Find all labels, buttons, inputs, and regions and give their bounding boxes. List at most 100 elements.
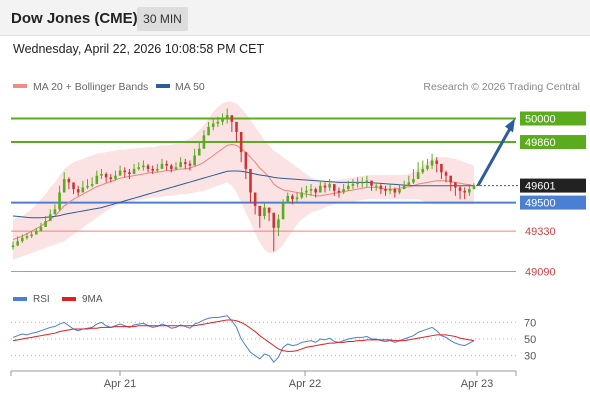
candle <box>156 163 159 173</box>
candle <box>337 187 341 198</box>
chart-header: Dow Jones (CME) 30 MIN <box>0 0 590 36</box>
candle-body <box>286 195 290 203</box>
candle-body <box>151 168 154 171</box>
candle <box>402 180 406 190</box>
candle-body <box>426 165 429 169</box>
candle-body <box>30 234 33 237</box>
candle <box>291 194 294 205</box>
candle-body <box>272 212 276 228</box>
candle-body <box>263 207 266 217</box>
candle-body <box>454 182 457 188</box>
candle-body <box>128 172 131 174</box>
candle-body <box>179 162 182 168</box>
candle <box>114 170 117 181</box>
candle-body <box>67 179 71 183</box>
candle-body <box>440 163 443 173</box>
rsi-panel: 70 50 30 <box>11 315 536 363</box>
candle <box>277 214 280 237</box>
candle <box>44 216 47 227</box>
candle <box>104 172 108 183</box>
candle <box>230 115 234 132</box>
candle <box>300 187 304 200</box>
candle-body <box>356 182 359 185</box>
candle-body <box>267 207 271 213</box>
candle <box>351 179 355 190</box>
ma20-line <box>12 144 475 241</box>
candle-body <box>319 185 322 193</box>
candle <box>151 165 154 174</box>
candle-body <box>44 221 47 227</box>
candle <box>202 130 206 149</box>
time-tick-label: Apr 22 <box>289 378 321 390</box>
ma50-legend-swatch <box>156 84 170 88</box>
candle <box>225 108 229 124</box>
candle <box>421 160 425 174</box>
candle-body <box>458 187 462 191</box>
candle-body <box>160 163 164 169</box>
candle-body <box>123 170 127 173</box>
level-label-49330: 49330 <box>525 226 556 238</box>
candle-body <box>188 163 192 166</box>
candle-body <box>360 182 364 184</box>
candle-body <box>388 189 392 191</box>
candle-body <box>374 185 378 187</box>
time-tick-label: Apr 23 <box>461 378 493 390</box>
level-tag-49860 <box>520 135 586 150</box>
candle <box>258 205 262 228</box>
candle <box>365 175 369 188</box>
rsi-legend-swatch <box>13 297 27 301</box>
candle-body <box>207 126 210 136</box>
candle <box>272 212 276 252</box>
level-label-49090: 49090 <box>525 267 556 279</box>
candle-body <box>384 189 387 191</box>
candle-body <box>86 185 89 188</box>
candle-body <box>58 192 61 210</box>
candle <box>170 163 173 173</box>
candle <box>53 204 57 215</box>
candle-body <box>365 180 369 183</box>
candle-body <box>379 185 383 190</box>
candle-body <box>225 115 229 119</box>
candle <box>440 163 443 180</box>
candle <box>100 168 103 180</box>
candle-body <box>444 172 448 176</box>
level-tag-49500 <box>520 195 586 210</box>
bollinger-legend-swatch <box>13 84 27 88</box>
rsi-tick-30: 30 <box>524 351 536 363</box>
candle <box>309 184 313 196</box>
candle <box>398 184 401 195</box>
candle-body <box>90 184 94 186</box>
candle <box>90 177 94 188</box>
candle-body <box>258 205 262 217</box>
candle-body <box>291 195 294 200</box>
candle-body <box>39 226 43 232</box>
candle <box>463 187 466 200</box>
candle-body <box>300 192 304 198</box>
candle-body <box>114 175 117 180</box>
main-plot: 50000 49860 49601 49500 49330 49090 <box>11 101 586 279</box>
candle-body <box>402 185 406 190</box>
candle <box>295 192 299 203</box>
candle <box>319 180 322 193</box>
candle-body <box>305 190 308 193</box>
candle <box>11 241 15 250</box>
candle-body <box>142 165 145 168</box>
candle-body <box>211 123 215 127</box>
candle <box>379 184 383 195</box>
candle-body <box>25 236 29 238</box>
candle-body <box>463 190 466 193</box>
timeframe-button[interactable]: 30 MIN <box>137 7 188 31</box>
candle <box>239 131 243 163</box>
candle-body <box>412 179 415 183</box>
candle-body <box>72 182 75 190</box>
candle-body <box>202 135 206 149</box>
candle-body <box>118 170 122 176</box>
candle <box>393 187 397 198</box>
candle <box>235 121 238 143</box>
candle <box>183 158 187 169</box>
candle-body <box>230 115 234 122</box>
candle <box>137 162 141 171</box>
candle-body <box>323 185 327 188</box>
